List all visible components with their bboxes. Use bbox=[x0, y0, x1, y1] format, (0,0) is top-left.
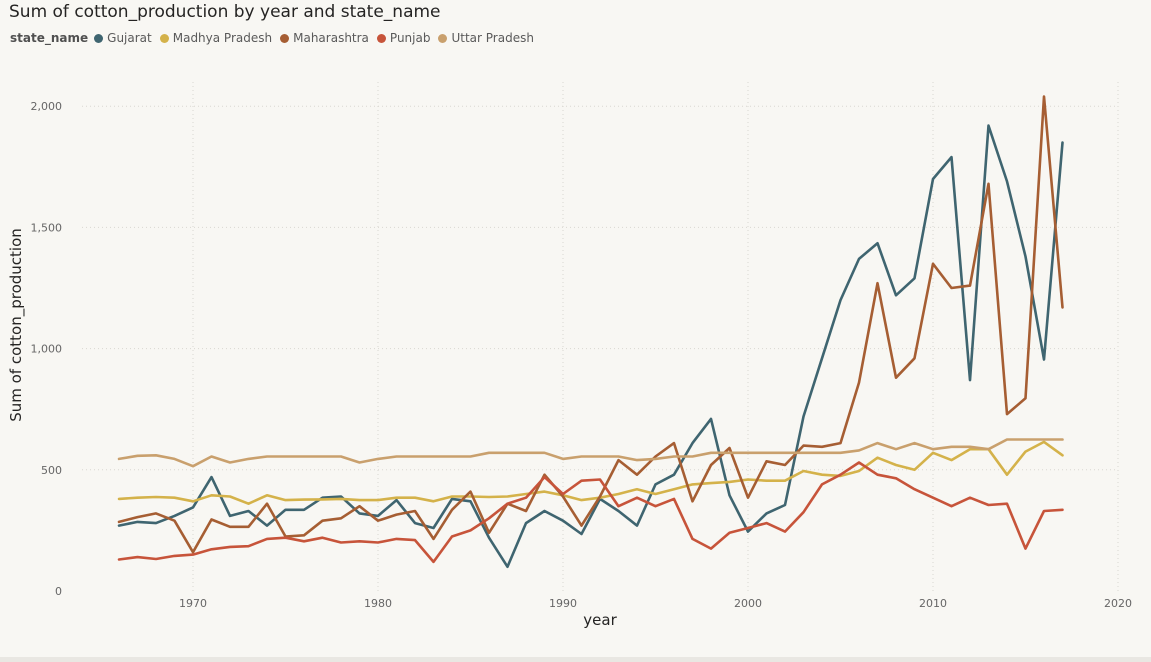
legend-label: Gujarat bbox=[107, 31, 152, 45]
legend-marker bbox=[280, 33, 290, 43]
y-tick-label: 500 bbox=[41, 464, 62, 477]
x-tick-label: 1990 bbox=[549, 597, 577, 610]
series-line-punjab bbox=[117, 461, 1064, 564]
chart-title: Sum of cotton_production by year and sta… bbox=[9, 2, 441, 22]
series-line-gujarat bbox=[117, 124, 1064, 569]
y-axis-title: Sum of cotton_production bbox=[7, 228, 26, 422]
y-tick-label: 1,500 bbox=[31, 221, 63, 234]
x-tick-label: 2020 bbox=[1104, 597, 1132, 610]
legend-label: Madhya Pradesh bbox=[172, 31, 273, 45]
legend-item-madhya-pradesh[interactable]: Madhya Pradesh bbox=[159, 31, 273, 45]
legend-marker bbox=[438, 33, 448, 43]
legend-marker bbox=[376, 33, 386, 43]
legend-label: Uttar Pradesh bbox=[451, 31, 534, 45]
y-tick-label: 0 bbox=[55, 585, 62, 598]
x-tick-label: 1970 bbox=[179, 597, 207, 610]
legend-label: Maharashtra bbox=[293, 31, 369, 45]
legend-item-uttar-pradesh[interactable]: Uttar Pradesh bbox=[438, 31, 534, 45]
x-tick-label: 1980 bbox=[364, 597, 392, 610]
legend-item-gujarat[interactable]: Gujarat bbox=[94, 31, 152, 45]
legend-label: Punjab bbox=[389, 31, 431, 45]
y-tick-label: 1,000 bbox=[31, 343, 63, 356]
series-line-uttar-pradesh bbox=[117, 438, 1064, 468]
series-line-maharashtra bbox=[117, 95, 1064, 554]
x-axis-title: year bbox=[583, 611, 617, 629]
legend: state_name Gujarat Madhya Pradesh Maharash… bbox=[10, 31, 542, 45]
legend-marker bbox=[159, 33, 169, 43]
legend-item-punjab[interactable]: Punjab bbox=[376, 31, 431, 45]
legend-item-maharashtra[interactable]: Maharashtra bbox=[280, 31, 369, 45]
x-tick-label: 2010 bbox=[919, 597, 947, 610]
legend-marker bbox=[94, 33, 104, 43]
series-line-madhya-pradesh bbox=[117, 440, 1064, 506]
x-tick-label: 2000 bbox=[734, 597, 762, 610]
y-tick-label: 2,000 bbox=[31, 100, 63, 113]
legend-title: state_name bbox=[10, 31, 89, 45]
